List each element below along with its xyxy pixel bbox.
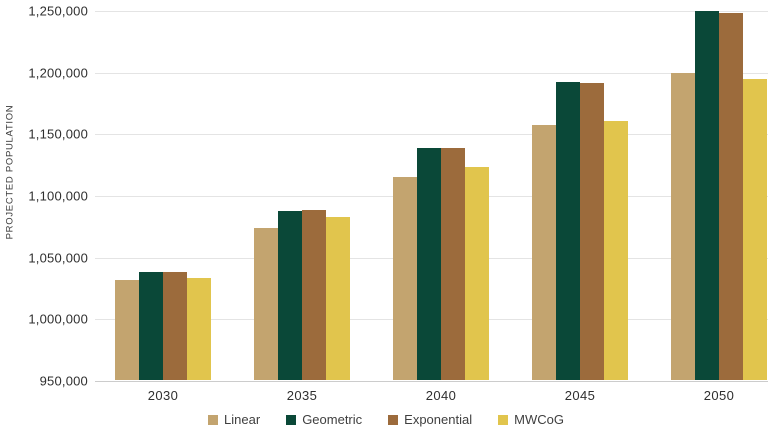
- bar-linear-2040: [393, 176, 417, 380]
- legend-item-geometric: Geometric: [286, 412, 362, 427]
- bar-group-2040: [393, 148, 489, 380]
- x-tick-label-2045: 2045: [564, 388, 596, 403]
- x-tick-label-2050: 2050: [703, 388, 735, 403]
- y-tick-label: 1,000,000: [28, 311, 88, 327]
- y-tick-label: 1,250,000: [28, 3, 88, 19]
- bar-exponential-2030: [163, 271, 187, 380]
- legend: Linear Geometric Exponential MWCoG: [0, 412, 772, 427]
- x-tick-label-2030: 2030: [147, 388, 179, 403]
- legend-swatch-icon: [388, 414, 399, 425]
- y-tick-label: 950,000: [39, 373, 88, 389]
- legend-swatch-icon: [498, 414, 509, 425]
- legend-label: Linear: [224, 412, 261, 427]
- y-tick-label: 1,200,000: [28, 65, 88, 81]
- plot-area: [95, 11, 768, 382]
- bar-group-2035: [254, 209, 350, 380]
- x-tick-label-2040: 2040: [425, 388, 457, 403]
- y-tick-label: 1,150,000: [28, 126, 88, 142]
- bar-exponential-2050: [719, 12, 743, 380]
- bar-exponential-2040: [441, 148, 465, 380]
- bar-mwcog-2040: [465, 166, 489, 380]
- legend-swatch-icon: [208, 414, 219, 425]
- bar-geometric-2030: [139, 271, 163, 380]
- bar-mwcog-2050: [743, 79, 767, 380]
- gridline: [95, 134, 768, 136]
- bar-geometric-2035: [278, 211, 302, 380]
- bar-group-2030: [115, 271, 211, 380]
- bar-group-2045: [532, 81, 628, 380]
- bar-mwcog-2045: [604, 121, 628, 380]
- gridline: [95, 11, 768, 12]
- bar-linear-2030: [115, 280, 139, 380]
- x-tick-label-2035: 2035: [286, 388, 318, 403]
- bar-linear-2050: [671, 72, 695, 380]
- legend-label: Geometric: [302, 412, 363, 427]
- gridline: [95, 381, 768, 382]
- legend-item-linear: Linear: [208, 412, 260, 427]
- legend-item-exponential: Exponential: [388, 412, 472, 427]
- bar-geometric-2040: [417, 148, 441, 380]
- y-tick-label: 1,100,000: [28, 188, 88, 204]
- bar-mwcog-2030: [187, 277, 211, 380]
- y-tick-label: 1,050,000: [28, 250, 88, 266]
- legend-label: Exponential: [404, 412, 473, 427]
- bar-geometric-2045: [556, 81, 580, 380]
- y-axis-tick-labels: 950,000 1,000,000 1,050,000 1,100,000 1,150,…: [0, 0, 88, 434]
- legend-swatch-icon: [286, 414, 297, 425]
- bar-group-2050: [671, 11, 767, 380]
- legend-item-mwcog: MWCoG: [498, 412, 564, 427]
- bar-linear-2035: [254, 228, 278, 380]
- legend-label: MWCoG: [514, 412, 564, 427]
- bar-exponential-2035: [302, 209, 326, 380]
- bar-geometric-2050: [695, 11, 719, 380]
- gridline: [95, 72, 768, 74]
- bar-linear-2045: [532, 124, 556, 380]
- bar-mwcog-2035: [326, 217, 350, 380]
- bar-exponential-2045: [580, 82, 604, 380]
